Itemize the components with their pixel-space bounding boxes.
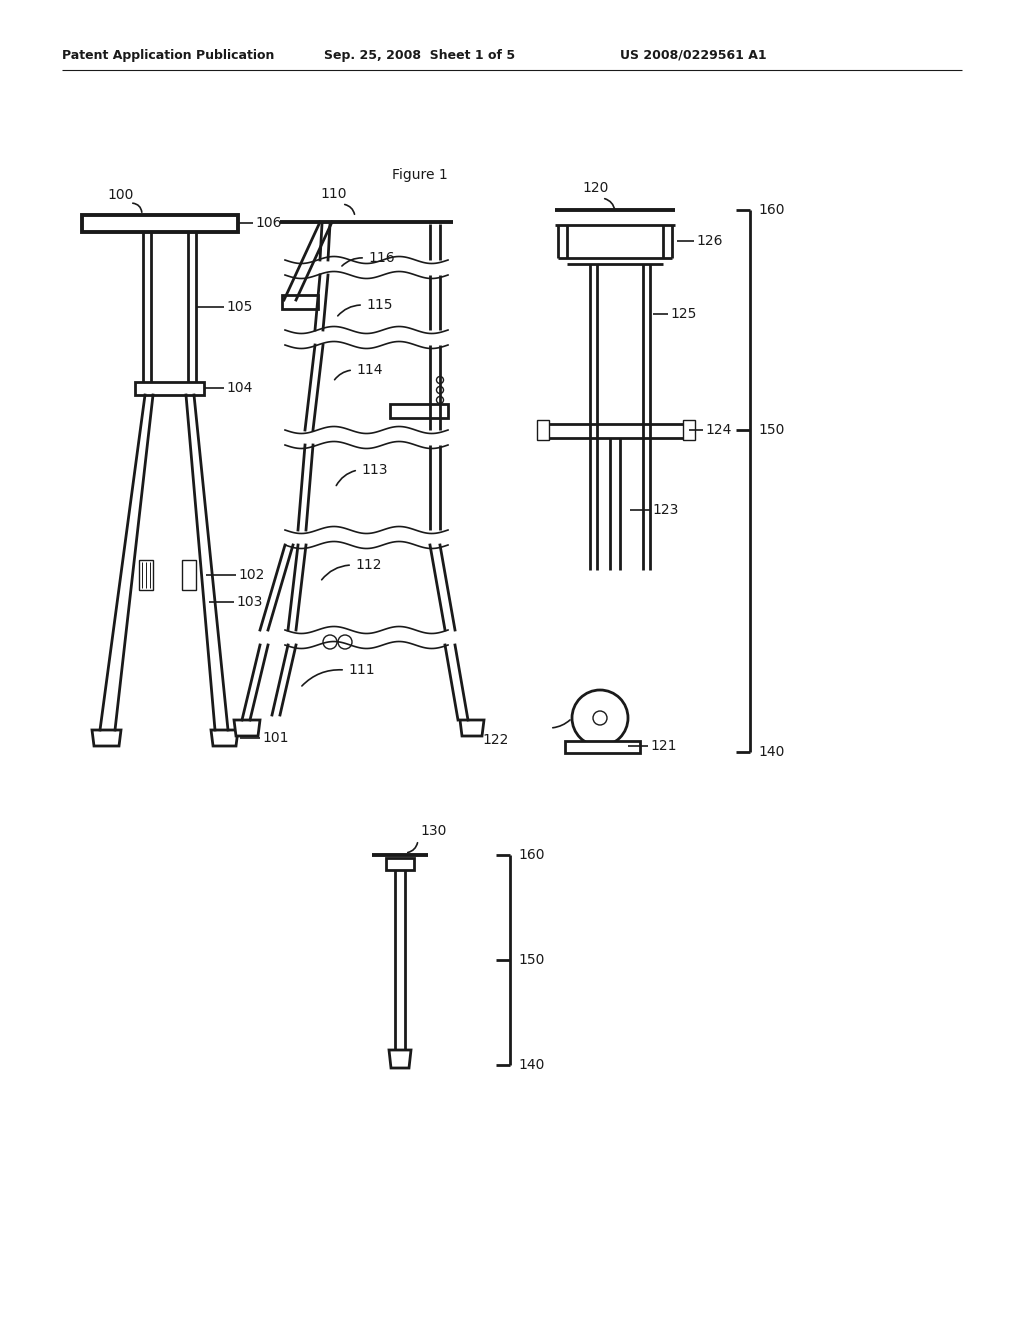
Text: Patent Application Publication: Patent Application Publication <box>62 49 274 62</box>
Text: 106: 106 <box>255 216 282 230</box>
Bar <box>386 858 414 870</box>
Text: Figure 1: Figure 1 <box>392 168 447 182</box>
Text: 104: 104 <box>226 381 252 395</box>
Text: 112: 112 <box>355 558 382 572</box>
Circle shape <box>323 635 337 649</box>
Text: 124: 124 <box>705 422 731 437</box>
Circle shape <box>436 387 443 393</box>
Polygon shape <box>389 1049 411 1068</box>
Text: 121: 121 <box>650 739 677 752</box>
Polygon shape <box>92 730 121 746</box>
Text: 102: 102 <box>238 568 264 582</box>
Text: 105: 105 <box>226 300 252 314</box>
Text: 111: 111 <box>348 663 375 677</box>
Text: 150: 150 <box>518 953 545 968</box>
Text: 160: 160 <box>518 847 545 862</box>
Bar <box>82 215 238 232</box>
Circle shape <box>593 711 607 725</box>
Bar <box>565 741 640 752</box>
Circle shape <box>436 376 443 384</box>
Polygon shape <box>234 719 260 737</box>
Text: 120: 120 <box>582 181 608 195</box>
Text: 110: 110 <box>319 187 346 201</box>
Bar <box>547 424 689 438</box>
Text: 115: 115 <box>366 298 392 312</box>
Text: 126: 126 <box>696 234 723 248</box>
Text: 113: 113 <box>361 463 387 477</box>
Polygon shape <box>460 719 484 737</box>
Circle shape <box>572 690 628 746</box>
Text: 101: 101 <box>262 731 289 744</box>
Bar <box>139 560 153 590</box>
Bar <box>390 404 449 418</box>
Text: 130: 130 <box>420 824 446 838</box>
Text: 122: 122 <box>482 733 508 747</box>
Circle shape <box>436 396 443 404</box>
Bar <box>683 420 695 440</box>
Text: 140: 140 <box>518 1059 545 1072</box>
Text: 150: 150 <box>758 422 784 437</box>
Text: US 2008/0229561 A1: US 2008/0229561 A1 <box>620 49 767 62</box>
Text: 100: 100 <box>106 187 133 202</box>
Bar <box>135 381 204 395</box>
Text: 116: 116 <box>368 251 394 265</box>
Text: 103: 103 <box>236 595 262 609</box>
Polygon shape <box>211 730 238 746</box>
Text: 140: 140 <box>758 744 784 759</box>
Circle shape <box>338 635 352 649</box>
Bar <box>537 420 549 440</box>
Text: 114: 114 <box>356 363 383 378</box>
Text: 123: 123 <box>652 503 678 517</box>
Text: Sep. 25, 2008  Sheet 1 of 5: Sep. 25, 2008 Sheet 1 of 5 <box>325 49 515 62</box>
Text: 125: 125 <box>670 308 696 321</box>
Bar <box>282 294 318 309</box>
Bar <box>182 560 196 590</box>
Text: 160: 160 <box>758 203 784 216</box>
